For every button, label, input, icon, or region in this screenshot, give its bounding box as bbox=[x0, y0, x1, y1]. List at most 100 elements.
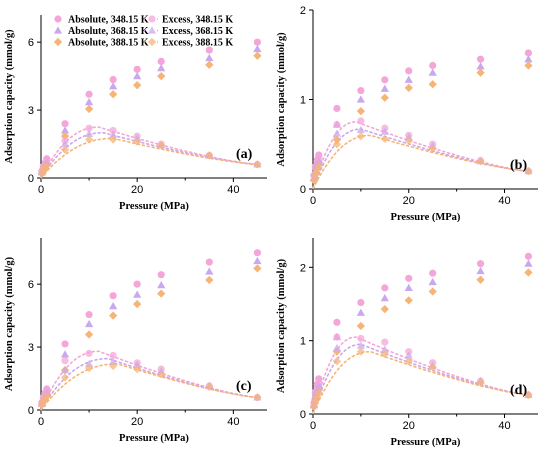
legend-label: Excess, 348.15 K bbox=[162, 15, 233, 26]
data-point bbox=[133, 137, 142, 146]
data-point bbox=[108, 130, 118, 139]
excess-fit-curve bbox=[40, 357, 259, 411]
data-point bbox=[85, 349, 93, 357]
data-point bbox=[333, 120, 341, 129]
data-point bbox=[380, 127, 389, 135]
data-point bbox=[109, 75, 117, 84]
x-tick-label: 20 bbox=[131, 184, 143, 196]
x-tick-label: 20 bbox=[403, 420, 415, 432]
y-axis-title: Adsorption capacity (mmol/g) bbox=[4, 29, 15, 164]
data-point bbox=[109, 292, 117, 300]
panel-label: (a) bbox=[236, 147, 253, 162]
excess-fit-curve bbox=[312, 336, 530, 414]
data-point bbox=[61, 357, 69, 365]
data-point bbox=[157, 289, 166, 298]
legend-label: Absolute, 348.15 K bbox=[68, 15, 149, 26]
data-point bbox=[108, 361, 118, 371]
data-point bbox=[428, 287, 437, 296]
data-point bbox=[157, 281, 166, 289]
data-point bbox=[133, 280, 141, 288]
x-axis-title: Pressure (MPa) bbox=[119, 433, 189, 444]
excess-fit-curve bbox=[40, 363, 259, 411]
data-point bbox=[404, 136, 413, 145]
y-tick-label: 1 bbox=[300, 95, 306, 107]
data-point bbox=[205, 267, 214, 275]
data-point bbox=[157, 64, 166, 72]
data-point bbox=[205, 151, 214, 160]
data-point bbox=[332, 129, 342, 137]
legend-label: Excess, 388.15 K bbox=[162, 38, 233, 49]
data-point bbox=[405, 67, 413, 75]
data-point bbox=[428, 68, 437, 76]
data-point bbox=[380, 349, 389, 359]
data-point bbox=[476, 157, 485, 166]
data-point bbox=[314, 388, 323, 397]
data-point bbox=[476, 62, 485, 70]
data-point bbox=[428, 144, 437, 153]
data-point bbox=[133, 65, 141, 73]
panel-label: (c) bbox=[236, 379, 252, 394]
y-axis-title: Adsorption capacity (mmol/g) bbox=[276, 32, 287, 167]
y-tick-label: 2 bbox=[300, 262, 306, 274]
x-tick-label: 0 bbox=[38, 184, 44, 196]
data-point bbox=[60, 350, 70, 358]
data-point bbox=[133, 81, 142, 90]
data-point bbox=[524, 252, 533, 260]
data-point bbox=[524, 268, 533, 277]
legend-marker bbox=[147, 37, 157, 47]
data-point bbox=[253, 38, 261, 46]
data-point bbox=[157, 370, 166, 379]
data-point bbox=[108, 302, 118, 310]
data-point bbox=[309, 402, 319, 411]
data-point bbox=[429, 269, 437, 277]
data-point bbox=[84, 363, 94, 373]
data-point bbox=[357, 334, 365, 343]
panel-label: (b) bbox=[510, 158, 527, 173]
data-point bbox=[404, 83, 413, 93]
x-tick-label: 40 bbox=[498, 195, 510, 207]
data-point bbox=[157, 271, 165, 279]
data-point bbox=[524, 390, 533, 400]
data-point bbox=[60, 145, 70, 154]
y-tick-label: 2 bbox=[300, 5, 306, 17]
data-point bbox=[85, 310, 93, 319]
data-point bbox=[428, 80, 437, 89]
y-tick-label: 0 bbox=[28, 173, 34, 185]
excess-fit-curve bbox=[312, 343, 530, 414]
data-point bbox=[381, 76, 389, 84]
y-tick-label: 3 bbox=[28, 105, 34, 117]
data-point bbox=[356, 308, 366, 316]
data-point bbox=[60, 366, 70, 374]
data-point bbox=[61, 340, 69, 348]
data-point bbox=[404, 357, 413, 366]
data-point bbox=[356, 125, 366, 134]
chart-panel: 0 20 40 0 1 2 Pressure (MPa) Adsorption capacit… bbox=[276, 5, 538, 223]
data-point bbox=[40, 163, 49, 172]
y-tick-label: 3 bbox=[28, 342, 34, 354]
chart-panel: 0 20 40 0 3 6 Pressure (MPa) Adsorption capacit… bbox=[4, 238, 267, 444]
data-point bbox=[253, 44, 262, 53]
legend-label: Absolute, 368.15 K bbox=[68, 26, 149, 37]
data-point bbox=[380, 134, 389, 144]
data-point bbox=[157, 57, 165, 66]
data-point bbox=[108, 135, 118, 144]
x-tick-label: 0 bbox=[310, 420, 316, 432]
data-point bbox=[42, 392, 51, 401]
x-tick-label: 40 bbox=[227, 184, 239, 196]
data-point bbox=[84, 98, 94, 106]
data-point bbox=[37, 400, 47, 409]
chart-panel: 0 20 40 0 3 6 Pressure (MPa) Adsorption capacit… bbox=[4, 15, 267, 212]
excess-fit-curve bbox=[40, 350, 259, 411]
x-tick-label: 40 bbox=[227, 416, 239, 428]
data-point bbox=[476, 260, 485, 268]
data-point bbox=[381, 338, 389, 346]
data-point bbox=[61, 120, 69, 128]
data-point bbox=[314, 383, 323, 391]
data-point bbox=[380, 84, 389, 92]
data-point bbox=[109, 351, 117, 360]
data-point bbox=[84, 135, 94, 144]
data-point bbox=[84, 330, 94, 339]
y-axis-title: Adsorption capacity (mmol/g) bbox=[276, 258, 287, 393]
